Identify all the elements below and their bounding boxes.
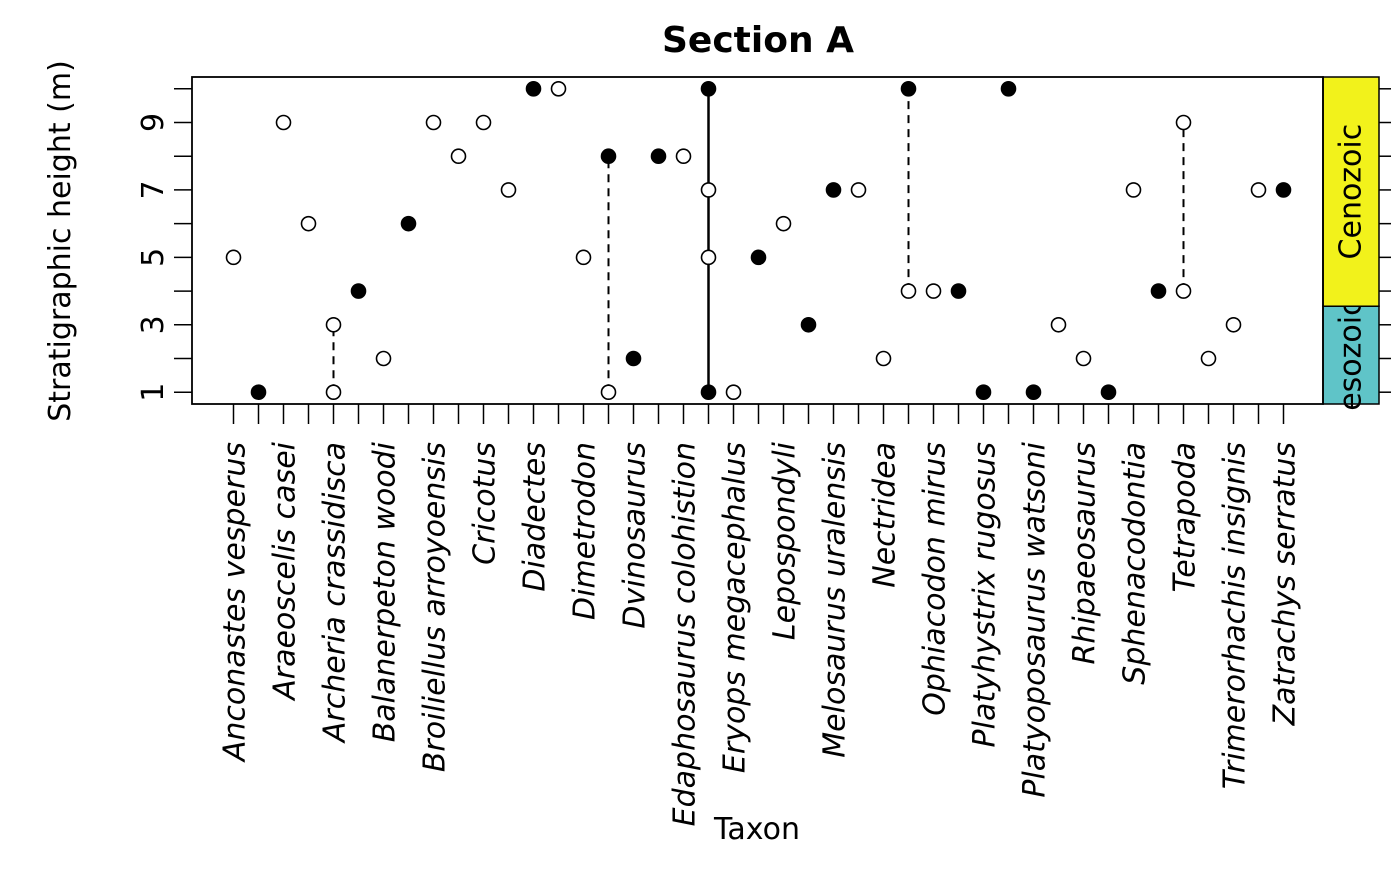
era-band <box>1322 305 1380 405</box>
occurrence-point-open <box>225 249 242 266</box>
x-axis-label: Taxon <box>713 812 800 847</box>
occurrence-point-filled <box>800 316 817 333</box>
occurrence-point-open <box>1250 182 1267 198</box>
y-tick-label: 1 <box>136 383 171 402</box>
occurrence-point-open <box>600 384 617 401</box>
taxon-label: Dvinosaurus <box>618 442 653 629</box>
taxon-label: Nectridea <box>868 442 903 588</box>
occurrence-point-filled <box>1000 80 1017 97</box>
era-label: esozoic <box>1334 299 1369 410</box>
era-band <box>1322 76 1380 307</box>
occurrence-point-open <box>1075 350 1092 367</box>
y-tick-label: 7 <box>136 180 171 199</box>
occurrence-point-open <box>1175 114 1192 131</box>
y-tick-label: 5 <box>136 248 171 267</box>
taxon-label: Platyoposaurus watsoni <box>1018 441 1053 797</box>
occurrence-point-filled <box>250 384 267 401</box>
occurrence-point-filled <box>525 80 542 97</box>
occurrence-point-open <box>700 249 717 266</box>
occurrence-point-filled <box>650 148 667 165</box>
taxon-label: Broiliellus arroyoensis <box>418 442 453 772</box>
occurrence-point-filled <box>625 350 642 367</box>
occurrence-point-open <box>425 114 442 131</box>
occurrence-point-open <box>325 316 342 333</box>
plot-frame <box>191 76 1324 405</box>
occurrence-point-open <box>300 215 317 232</box>
occurrence-point-open <box>850 182 867 198</box>
occurrence-point-open <box>725 384 742 401</box>
occurrence-point-filled <box>600 148 617 165</box>
taxon-label: Ophiacodon mirus <box>918 442 953 716</box>
occurrence-point-open <box>700 182 717 198</box>
taxon-label: Dimetrodon <box>568 442 603 620</box>
taxon-label: Anconastes vesperus <box>218 442 253 763</box>
taxon-label: Lepospondyli <box>768 441 803 640</box>
occurrence-point-open <box>1050 316 1067 333</box>
occurrence-point-filled <box>900 80 917 97</box>
occurrence-point-open <box>925 283 942 299</box>
occurrence-point-filled <box>1150 283 1167 299</box>
occurrence-point-filled <box>750 249 767 266</box>
occurrence-point-open <box>450 148 467 165</box>
y-tick-label: 9 <box>136 113 171 132</box>
taxon-label: Rhipaeosaurus <box>1068 442 1103 664</box>
occurrence-point-open <box>775 215 792 232</box>
taxon-label: Archeria crassidisca <box>318 442 353 744</box>
occurrence-point-open <box>1125 182 1142 198</box>
occurrence-point-open <box>1225 316 1242 333</box>
taxon-label: Trimerorhachis insignis <box>1218 442 1253 789</box>
occurrence-point-open <box>1175 283 1192 299</box>
occurrence-point-filled <box>350 283 367 299</box>
occurrence-point-filled <box>825 182 842 198</box>
occurrence-point-open <box>475 114 492 131</box>
chart-title: Section A <box>662 20 854 61</box>
taxon-label: Balanerpeton woodi <box>368 441 403 742</box>
occurrence-point-filled <box>400 215 417 232</box>
y-tick-label: 3 <box>136 315 171 334</box>
taxon-label: Diadectes <box>518 442 553 592</box>
occurrence-point-filled <box>1275 182 1292 198</box>
taxon-label: Tetrapoda <box>1168 442 1203 592</box>
occurrence-point-filled <box>1100 384 1117 401</box>
era-label: Cenozoic <box>1334 124 1369 260</box>
taxon-label: Edaphosaurus colohistion <box>668 442 703 826</box>
taxon-label: Melosaurus uralensis <box>818 442 853 758</box>
occurrence-point-filled <box>700 384 717 401</box>
occurrence-point-filled <box>950 283 967 299</box>
taxon-label: Cricotus <box>468 442 503 565</box>
occurrence-point-filled <box>1025 384 1042 401</box>
taxon-label: Sphenacodontia <box>1118 442 1153 685</box>
occurrence-point-open <box>575 249 592 266</box>
occurrence-point-open <box>1200 350 1217 367</box>
occurrence-point-filled <box>700 80 717 97</box>
occurrence-point-open <box>900 283 917 299</box>
taxon-label: Platyhystrix rugosus <box>968 442 1003 747</box>
taxon-label: Zatrachys serratus <box>1268 442 1303 726</box>
taxon-label: Araeoscelis casei <box>268 441 303 701</box>
occurrence-point-filled <box>975 384 992 401</box>
occurrence-point-open <box>500 182 517 198</box>
occurrence-point-open <box>875 350 892 367</box>
occurrence-point-open <box>275 114 292 131</box>
y-axis-label: Stratigraphic height (m) <box>43 60 78 422</box>
occurrence-point-open <box>325 384 342 401</box>
occurrence-point-open <box>550 80 567 97</box>
occurrence-point-open <box>375 350 392 367</box>
occurrence-point-open <box>675 148 692 165</box>
taxon-label: Eryops megacephalus <box>718 442 753 773</box>
